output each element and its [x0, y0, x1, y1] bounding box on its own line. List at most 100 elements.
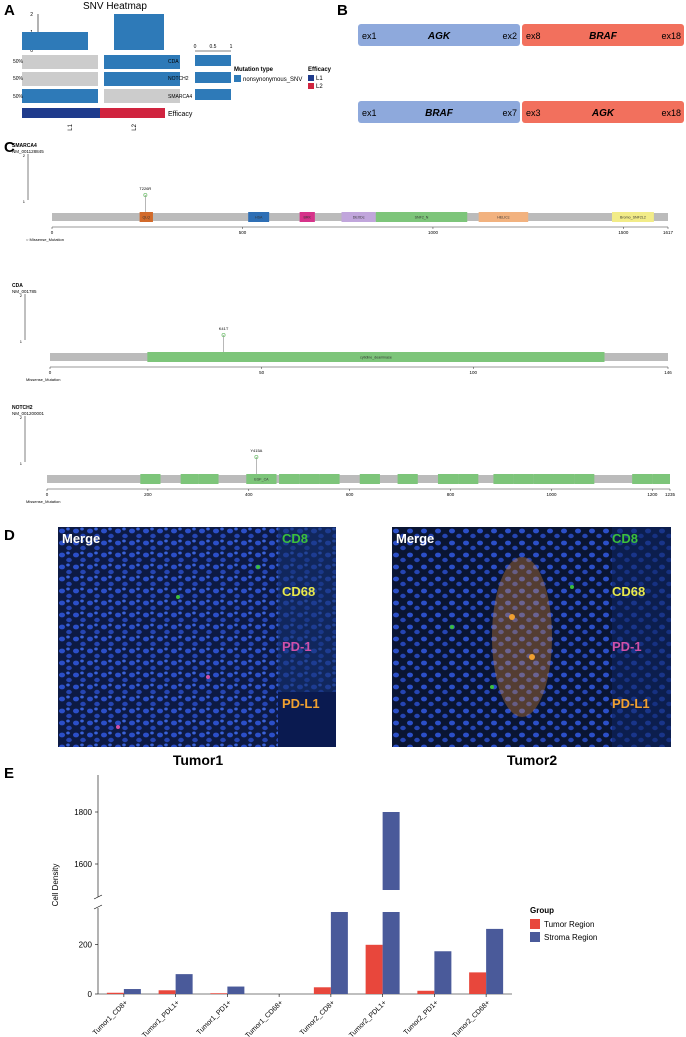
if1-caption: Tumor1 — [172, 752, 224, 768]
axis-break-mark — [93, 904, 103, 910]
lollipop-domain — [553, 474, 575, 484]
lollipop-transcript-cda: NM_001785 — [12, 289, 37, 294]
lollipop-domain — [359, 474, 380, 484]
y-tick-label: 1800 — [74, 808, 92, 817]
lollipop-domain — [180, 474, 199, 484]
x-tick-label: Tumor2_PD1+ — [403, 999, 440, 1036]
legend-label-stroma-region: Stroma Region — [544, 933, 597, 942]
lollipop-xtick-label: 1500 — [618, 230, 629, 235]
lollipop-domain-label: Bromo_SNF2L2 — [620, 216, 646, 220]
panel-letter-a: A — [4, 2, 15, 19]
bar-tumor-region-tumor2cd68 — [469, 972, 487, 994]
bar-stroma-region-tumor1pdl1 — [175, 974, 193, 994]
efficacy-cell-l2 — [100, 108, 165, 118]
if2-label-merge: Merge — [396, 531, 435, 546]
lollipop-domain — [574, 474, 595, 484]
legend-label-tumor-region: Tumor Region — [544, 920, 594, 929]
percent-notch2: 50% — [13, 76, 24, 82]
gene-label-notch2: NOTCH2 — [168, 76, 189, 82]
lollipop-xtick-label: 0 — [49, 370, 52, 375]
fusion1-right-end: ex18 — [661, 31, 681, 41]
lollipop-ytick-1: 1 — [20, 339, 23, 344]
fusion1-right-gene: BRAF — [589, 31, 618, 42]
lollipop-domain — [493, 474, 514, 484]
lollipop-domain — [533, 474, 554, 484]
lollipop-xtick-label: 500 — [239, 230, 247, 235]
lollipop-xtick-label: 200 — [144, 492, 152, 497]
fusion1-left-end: ex2 — [502, 31, 517, 41]
if1-label-pdl1: PD-L1 — [282, 696, 320, 711]
lollipop-domain — [458, 474, 479, 484]
lollipop-domain-label: DEXDc — [353, 216, 365, 220]
top-count-bars — [22, 14, 164, 50]
top-tick-0: 0 — [30, 48, 33, 54]
axis-break-mark — [93, 894, 103, 900]
lollipop-domain — [147, 352, 605, 362]
efficacy-legend-l1: L1 — [316, 76, 323, 82]
x-tick-label: Tumor1_PDL1+ — [141, 999, 181, 1037]
fusion-diagrams: ex1 AGK ex2 ex8 BRAF ex18 ex1 BRAF ex7 e… — [358, 24, 684, 123]
lollipop-ytick-1: 1 — [20, 461, 23, 466]
lollipop-mutation-label: Y415A — [250, 448, 262, 453]
fusion1-left-start: ex1 — [362, 31, 377, 41]
heatmap-title: SNV Heatmap — [83, 1, 147, 12]
lollipop-xtick-label: 400 — [245, 492, 253, 497]
lollipop-domain — [437, 474, 459, 484]
lollipop-domain — [612, 212, 654, 222]
gene-label-smarca4: SMARCA4 — [168, 94, 192, 100]
lollipop-legend: ○ Missense_Mutation — [26, 237, 64, 242]
bar-tumor-region-tumor1pd1 — [210, 993, 228, 994]
lollipop-xtick-label: 1235 — [665, 492, 676, 497]
if1-label-cd8: CD8 — [282, 531, 309, 546]
snv-heatmap: SNV Heatmap 2 1 0 50% 50% 50% CDA NOTCH2… — [13, 1, 332, 131]
lollipop-transcript-notch2: NM_001200001 — [12, 411, 45, 416]
panel-letter-e: E — [4, 765, 15, 782]
lollipop-gene-smarca4: SMARCA4 — [12, 143, 37, 149]
lollipop-xtick-label: 800 — [447, 492, 455, 497]
lollipop-legend: Missense_Mutation — [26, 499, 60, 504]
bar-tumor-region-tumor1pdl1 — [158, 990, 176, 994]
legend-swatch-stroma-region — [530, 932, 540, 942]
lollipop-xtick-label: 0 — [46, 492, 49, 497]
if2-label-cd68: CD68 — [612, 584, 646, 599]
percent-cda: 50% — [13, 59, 24, 65]
lollipop-xtick-label: 0 — [51, 230, 54, 235]
lollipop-head — [254, 454, 259, 459]
efficacy-legend-title: Efficacy — [308, 67, 332, 73]
lollipop-domain — [279, 474, 300, 484]
fusion1-left-segment — [358, 24, 520, 46]
lollipop-ytick-2: 2 — [23, 153, 26, 158]
efficacy-legend-swatch-l1 — [308, 75, 314, 81]
fusion2-left-end: ex7 — [502, 108, 517, 118]
if1-label-merge: Merge — [62, 531, 101, 546]
x-tick-label: Tumor2_CD68+ — [451, 999, 491, 1037]
fusion1-right-start: ex8 — [526, 31, 541, 41]
lollipop-ytick-2: 2 — [20, 293, 23, 298]
lollipop-xtick-label: 50 — [259, 370, 265, 375]
right-fraction-bars — [195, 55, 231, 100]
if-image-tumor1-texture — [58, 527, 336, 747]
fusion2-left-segment — [358, 101, 520, 123]
y-tick-label: 0 — [88, 990, 93, 999]
fusion2-left-gene: BRAF — [425, 108, 454, 119]
bar-stroma-region-tumor2cd8 — [330, 912, 348, 994]
y-tick-label: 200 — [79, 940, 93, 949]
if-image-tumor2-texture — [392, 527, 671, 747]
bar-stroma-region-tumor2pd1 — [434, 951, 452, 994]
lollipop-head — [221, 332, 226, 337]
lollipop-transcript-smarca4: NM_001128845 — [12, 149, 44, 154]
y-tick-label: 1600 — [74, 860, 92, 869]
efficacy-cell-l1 — [22, 108, 100, 118]
lollipop-ytick-2: 2 — [20, 415, 23, 420]
fusion-braf-agk: ex1 BRAF ex7 ex3 AGK ex18 — [358, 101, 684, 123]
bar-stroma-region-tumor2pdl1-lower — [382, 912, 400, 994]
heatmap-cell-notch2-l1 — [22, 72, 98, 86]
x-tick-label: Tumor2_CD8+ — [299, 999, 336, 1036]
lollipop-domain — [246, 474, 277, 484]
bar-tumor-region-tumor1cd8 — [106, 992, 124, 994]
if-image-tumor2 — [392, 527, 671, 747]
bar-stroma-region-tumor1cd8 — [123, 989, 141, 994]
bar-stroma-region-tumor2pdl1-upper — [382, 812, 400, 890]
